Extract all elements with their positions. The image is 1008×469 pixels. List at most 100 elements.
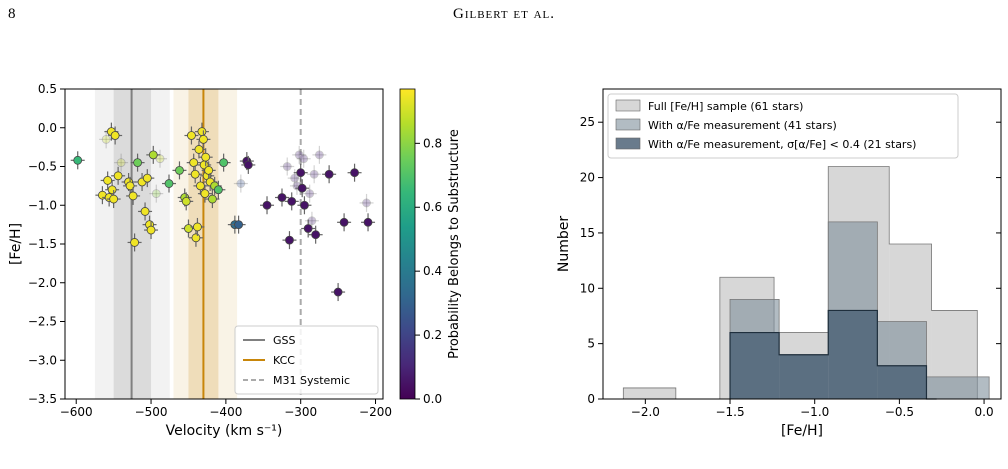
- colorbar-label: Probability Belongs to Substructure: [447, 129, 462, 359]
- x-tick-label: −1.5: [715, 405, 744, 419]
- legend-label: KCC: [273, 354, 295, 367]
- y-axis-label: [Fe/H]: [8, 223, 24, 265]
- legend-label: With α/Fe measurement (41 stars): [648, 119, 837, 132]
- histogram-bar: [828, 310, 878, 399]
- data-point: [181, 196, 191, 206]
- legend-label: M31 Systemic: [273, 374, 350, 387]
- x-tick-label: −0.5: [885, 405, 914, 419]
- legend-label: GSS: [273, 334, 296, 347]
- data-point: [287, 196, 297, 206]
- data-point: [234, 220, 243, 230]
- data-point: [190, 169, 200, 179]
- histogram-bar: [877, 365, 927, 399]
- data-point: [262, 200, 272, 210]
- legend-swatch: [615, 99, 641, 112]
- data-point: [184, 224, 193, 233]
- data-point: [300, 200, 309, 210]
- data-point: [350, 168, 359, 178]
- colorbar-tick-label: 0.0: [423, 392, 442, 406]
- y-tick-label: −3.5: [28, 392, 57, 406]
- data-point: [294, 150, 304, 160]
- metallicity-histogram-chart: −2.0 −1.5 −1.0 −0.5 0.0 0 5 10 15 20 25 [Fe/H] Numbe…: [556, 88, 1002, 439]
- data-point: [290, 173, 300, 183]
- histogram-outline: [729, 309, 937, 400]
- x-tick-label: −600: [60, 405, 93, 419]
- data-point: [193, 222, 202, 232]
- data-point: [164, 179, 174, 188]
- data-point: [296, 168, 306, 178]
- data-point: [175, 165, 184, 175]
- x-tick-label: 0.0: [975, 405, 994, 419]
- data-point: [73, 155, 83, 165]
- data-point: [199, 134, 208, 144]
- y-tick-label: −0.5: [28, 160, 57, 174]
- data-point: [285, 235, 294, 245]
- data-point: [201, 152, 211, 162]
- data-point: [282, 162, 292, 171]
- data-point: [133, 158, 142, 168]
- y-tick-label: −2.0: [28, 276, 57, 290]
- histogram-outline: [622, 166, 978, 400]
- data-point: [297, 183, 307, 193]
- data-point: [309, 169, 319, 179]
- data-point: [151, 189, 161, 199]
- histogram-bar: [779, 354, 829, 399]
- data-point: [219, 158, 229, 168]
- page-number: 8: [8, 6, 16, 22]
- y-tick-label: −3.0: [28, 353, 57, 367]
- x-axis-label: [Fe/H]: [781, 423, 823, 439]
- histogram-bar: [926, 376, 990, 399]
- scatter-legend: GSS KCC M31 Systemic: [234, 325, 379, 395]
- x-tick-label: −200: [359, 405, 392, 419]
- data-point: [363, 217, 373, 227]
- data-point: [140, 207, 150, 216]
- y-tick-label: 0.5: [38, 82, 57, 96]
- data-point: [125, 181, 135, 191]
- data-point: [197, 127, 207, 137]
- data-point: [194, 145, 204, 154]
- data-point: [187, 131, 196, 140]
- data-point: [299, 154, 309, 164]
- colorbar-tick-label: 0.4: [423, 264, 442, 278]
- y-tick-label: −2.5: [28, 315, 57, 329]
- data-point: [339, 217, 349, 227]
- y-tick-label: 20: [580, 171, 595, 185]
- y-tick-label: 25: [580, 115, 595, 129]
- histogram-legend: Full [Fe/H] sample (61 stars) With α/Fe m…: [607, 93, 959, 159]
- data-point: [324, 169, 334, 179]
- colorbar-tick-label: 0.8: [423, 136, 442, 150]
- legend-swatch: [615, 137, 641, 150]
- x-axis-label: Velocity (km s⁻¹): [166, 423, 283, 439]
- data-point: [113, 171, 123, 181]
- legend-box: [607, 93, 959, 159]
- y-axis-label: Number: [556, 216, 572, 272]
- data-point: [208, 194, 217, 204]
- data-point: [116, 158, 126, 168]
- histogram-outline: [729, 221, 990, 399]
- velocity-metallicity-scatter-chart: −600 −500 −400 −300 −200 0.5 0.0 −0.5 −1.0 −1.5 −2…: [8, 82, 462, 439]
- data-point: [311, 230, 321, 240]
- data-point: [109, 194, 119, 204]
- x-tick-label: −2.0: [631, 405, 660, 419]
- running-head: Gilbert et al.: [452, 6, 556, 22]
- colorbar: [399, 88, 416, 400]
- data-point: [191, 233, 201, 243]
- legend-label: With α/Fe measurement, σ[α/Fe] < 0.4 (21…: [648, 138, 916, 151]
- legend-label: Full [Fe/H] sample (61 stars): [648, 100, 803, 113]
- data-point: [305, 189, 315, 199]
- x-tick-label: −500: [135, 405, 168, 419]
- data-point: [277, 193, 287, 202]
- y-tick-label: 5: [587, 337, 595, 351]
- histogram-bar: [623, 387, 676, 399]
- axes-frame: [602, 88, 1002, 400]
- data-point: [314, 150, 324, 160]
- x-tick-label: −300: [284, 405, 317, 419]
- data-point: [146, 225, 156, 235]
- scatter-plot-area: −600 −500 −400 −300 −200 0.5 0.0 −0.5 −1.0 −1.5 −2…: [8, 82, 392, 439]
- histogram-bar: [730, 332, 780, 399]
- y-tick-label: 0: [587, 392, 595, 406]
- data-point: [155, 154, 165, 164]
- legend-swatch: [615, 118, 641, 131]
- data-point: [204, 165, 214, 175]
- data-point: [142, 173, 152, 183]
